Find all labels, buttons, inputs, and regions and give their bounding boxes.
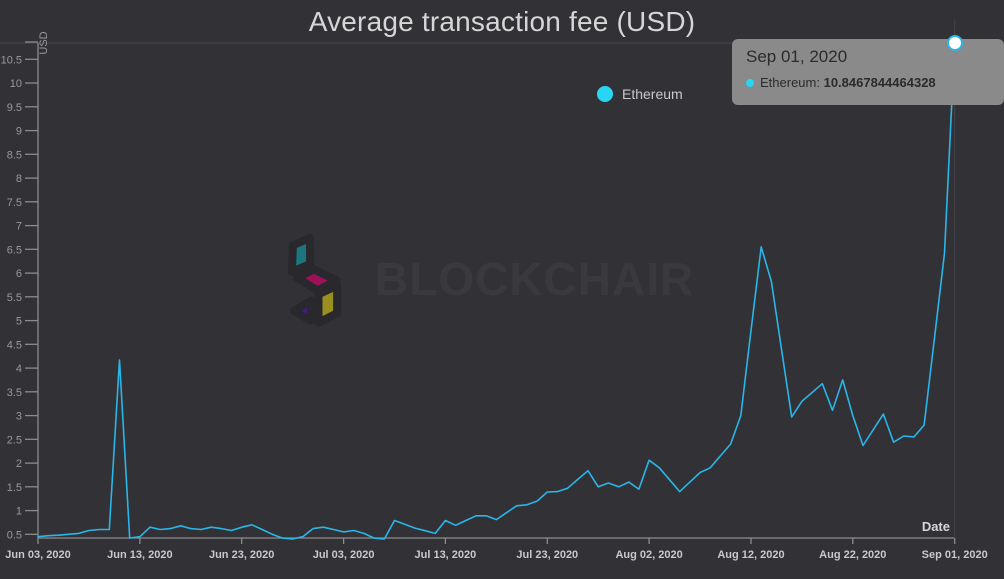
svg-text:9: 9	[16, 126, 22, 138]
svg-text:1: 1	[16, 506, 22, 518]
svg-text:4.5: 4.5	[7, 339, 22, 351]
svg-text:9.5: 9.5	[7, 102, 22, 114]
svg-text:Jul 13, 2020: Jul 13, 2020	[415, 549, 477, 561]
svg-text:Jul 23, 2020: Jul 23, 2020	[516, 549, 578, 561]
svg-text:Jun 23, 2020: Jun 23, 2020	[209, 549, 274, 561]
svg-text:8.5: 8.5	[7, 149, 22, 161]
svg-text:Aug 02, 2020: Aug 02, 2020	[615, 549, 682, 561]
svg-text:2.5: 2.5	[7, 434, 22, 446]
svg-text:5.5: 5.5	[7, 292, 22, 304]
svg-text:BLOCKCHAIR: BLOCKCHAIR	[375, 253, 694, 305]
svg-text:1.5: 1.5	[7, 482, 22, 494]
svg-text:6.5: 6.5	[7, 244, 22, 256]
svg-text:Jun 03, 2020: Jun 03, 2020	[5, 549, 70, 561]
svg-text:10: 10	[10, 78, 22, 90]
svg-text:Aug 12, 2020: Aug 12, 2020	[717, 549, 784, 561]
svg-text:5: 5	[16, 316, 22, 328]
svg-text:3: 3	[16, 411, 22, 423]
svg-text:0.5: 0.5	[7, 529, 22, 541]
svg-text:10.5: 10.5	[1, 54, 22, 66]
svg-text:Sep 01, 2020: Sep 01, 2020	[922, 549, 988, 561]
svg-text:USD: USD	[38, 31, 50, 54]
svg-text:4: 4	[16, 363, 22, 375]
svg-text:2: 2	[16, 458, 22, 470]
svg-text:Date: Date	[922, 519, 950, 534]
svg-text:Ethereum: Ethereum	[622, 86, 683, 102]
svg-text:7: 7	[16, 221, 22, 233]
svg-text:6: 6	[16, 268, 22, 280]
svg-text:3.5: 3.5	[7, 387, 22, 399]
svg-text:7.5: 7.5	[7, 197, 22, 209]
svg-text:8: 8	[16, 173, 22, 185]
svg-text:Jul 03, 2020: Jul 03, 2020	[313, 549, 375, 561]
svg-text:Aug 22, 2020: Aug 22, 2020	[819, 549, 886, 561]
svg-text:Jun 13, 2020: Jun 13, 2020	[107, 549, 172, 561]
